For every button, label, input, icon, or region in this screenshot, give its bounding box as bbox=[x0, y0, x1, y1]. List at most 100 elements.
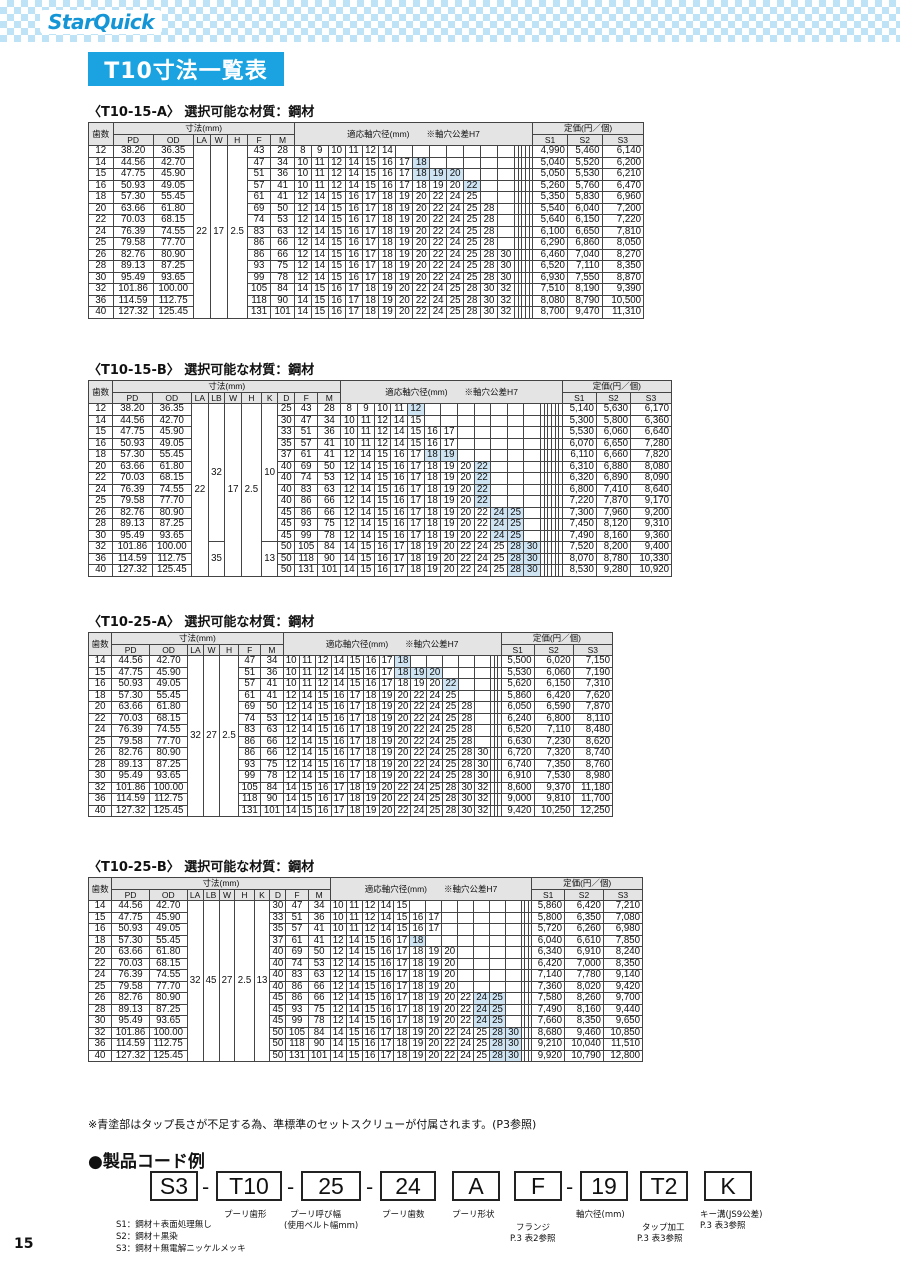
bore-cell: 16 bbox=[378, 168, 397, 181]
teeth-cell: 24 bbox=[87, 724, 113, 737]
dim-od-cell: 74.55 bbox=[148, 969, 188, 982]
dim-m-cell: 101 bbox=[307, 1049, 331, 1062]
price-s1-cell: 5,530 bbox=[561, 426, 597, 439]
bore-cell: 20 bbox=[395, 294, 414, 307]
bore-cell bbox=[505, 980, 522, 993]
bore-cell: 20 bbox=[394, 689, 412, 702]
price-s3-cell: 11,180 bbox=[572, 781, 614, 794]
bore-cell: 22 bbox=[473, 506, 492, 519]
dim-od-cell: 74.55 bbox=[152, 225, 194, 238]
bore-cell: 22 bbox=[441, 1049, 459, 1062]
bore-cell: 19 bbox=[395, 225, 414, 238]
header-la: LA bbox=[187, 643, 204, 656]
teeth-cell: 32 bbox=[87, 541, 114, 554]
teeth-cell: 26 bbox=[87, 992, 113, 1005]
bore-cell: 11 bbox=[357, 414, 375, 427]
bore-cell: 15 bbox=[346, 666, 364, 679]
spec-table-t10-25-b: 歯数 寸法(mm) 適応軸穴径(mm) ※軸穴公差H7 定価(円／個) PD OD LA LB… bbox=[87, 877, 644, 1062]
bore-cell bbox=[473, 923, 491, 936]
price-s1-cell: 6,110 bbox=[561, 449, 597, 462]
teeth-cell: 24 bbox=[87, 483, 114, 496]
dim-f-cell: 69 bbox=[238, 701, 262, 714]
dim-od-cell: 77.70 bbox=[148, 980, 188, 993]
bore-cell: 14 bbox=[282, 781, 300, 794]
bore-cell: 28 bbox=[458, 724, 476, 737]
bore-cell: 18 bbox=[423, 460, 442, 473]
label-flange: フランジ bbox=[516, 1223, 551, 1233]
dim-pd-cell: 70.03 bbox=[111, 712, 151, 725]
bore-cell: 15 bbox=[327, 271, 346, 284]
dim-pd-cell: 79.58 bbox=[111, 980, 150, 993]
bore-cell: 15 bbox=[361, 980, 379, 993]
bore-cell: 17 bbox=[393, 980, 411, 993]
bore-cell: 20 bbox=[456, 529, 475, 542]
dim-m-cell: 63 bbox=[317, 483, 342, 496]
bore-cell: 15 bbox=[310, 283, 329, 296]
bore-cell: 15 bbox=[406, 414, 425, 427]
bore-cell: 16 bbox=[344, 248, 363, 261]
bore-cell: 24 bbox=[490, 518, 508, 531]
bore-cell: 17 bbox=[393, 946, 411, 959]
dim-od-cell: 49.05 bbox=[148, 923, 188, 936]
header-f: F bbox=[246, 133, 272, 146]
bore-cell bbox=[489, 900, 507, 913]
header-s3: S3 bbox=[602, 888, 644, 901]
dim-m-cell: 28 bbox=[270, 145, 295, 158]
bore-cell: 17 bbox=[361, 271, 380, 284]
bore-cell: 24 bbox=[426, 689, 444, 702]
teeth-cell: 25 bbox=[87, 735, 113, 748]
bore-cell: 19 bbox=[378, 770, 396, 783]
bore-cell: 14 bbox=[357, 472, 375, 485]
dim-m-cell: 84 bbox=[260, 781, 284, 794]
bore-cell: 19 bbox=[395, 214, 414, 227]
table-row: 26 82.76 80.90 86 66 12 14 15 16 17 18 19 20 22 24 25 28… bbox=[87, 747, 614, 760]
section-title-t10-15-a: 〈T10-15-A〉 選択可能な材質：鋼材 bbox=[88, 105, 315, 120]
teeth-cell: 36 bbox=[87, 793, 113, 806]
dim-f-cell: 99 bbox=[294, 529, 319, 542]
code-box-width: 25 bbox=[301, 1171, 361, 1201]
bore-cell: 25 bbox=[473, 1038, 491, 1051]
bore-cell: 24 bbox=[473, 564, 492, 577]
price-s2-cell: 8,120 bbox=[595, 518, 632, 531]
bore-cell: 24 bbox=[446, 260, 465, 273]
bore-cell: 16 bbox=[344, 271, 363, 284]
bore-cell: 12 bbox=[293, 260, 312, 273]
bore-cell: 17 bbox=[361, 214, 380, 227]
bore-cell: 14 bbox=[345, 1003, 363, 1016]
bore-cell: 18 bbox=[423, 495, 442, 508]
bore-cell: 15 bbox=[393, 900, 411, 913]
dim-pd-cell: 44.56 bbox=[112, 156, 154, 169]
dim-f-cell: 57 bbox=[238, 678, 262, 691]
bore-cell bbox=[523, 506, 542, 519]
teeth-cell: 36 bbox=[87, 1038, 113, 1051]
bore-cell bbox=[489, 957, 507, 970]
bore-cell: 10 bbox=[373, 403, 392, 416]
bore-cell: 20 bbox=[425, 1038, 443, 1051]
bore-cell: 11 bbox=[345, 923, 363, 936]
bore-cell: 15 bbox=[373, 518, 392, 531]
bore-cell bbox=[523, 483, 542, 496]
price-s2-cell: 6,420 bbox=[564, 900, 604, 913]
bore-cell: 17 bbox=[344, 306, 363, 319]
bore-cell: 17 bbox=[425, 911, 443, 924]
teeth-cell: 16 bbox=[87, 437, 114, 450]
price-s2-cell: 6,150 bbox=[566, 214, 603, 227]
header-dims: 寸法(mm) bbox=[112, 122, 295, 135]
price-s1-cell: 8,080 bbox=[532, 294, 568, 307]
price-s1-cell: 7,140 bbox=[531, 969, 566, 982]
price-s2-cell: 5,460 bbox=[566, 145, 603, 158]
bore-cell bbox=[505, 969, 522, 982]
table-row: 16 50.93 49.05 35 57 41 10 11 12 14 15 16 17 6,070 6,6… bbox=[87, 437, 672, 450]
bore-cell: 25 bbox=[442, 712, 460, 725]
bore-cell: 20 bbox=[394, 701, 412, 714]
bore-cell: 24 bbox=[457, 1026, 475, 1039]
bore-cell: 28 bbox=[489, 1049, 507, 1062]
price-s2-cell: 6,020 bbox=[533, 655, 574, 668]
dim-m-cell: 90 bbox=[307, 1038, 331, 1051]
bore-cell: 22 bbox=[410, 735, 428, 748]
bore-cell: 18 bbox=[409, 980, 427, 993]
bore-cell bbox=[456, 437, 475, 450]
dim-pd-cell: 76.39 bbox=[111, 969, 150, 982]
bore-cell: 17 bbox=[378, 655, 396, 668]
bore-cell: 22 bbox=[412, 294, 431, 307]
